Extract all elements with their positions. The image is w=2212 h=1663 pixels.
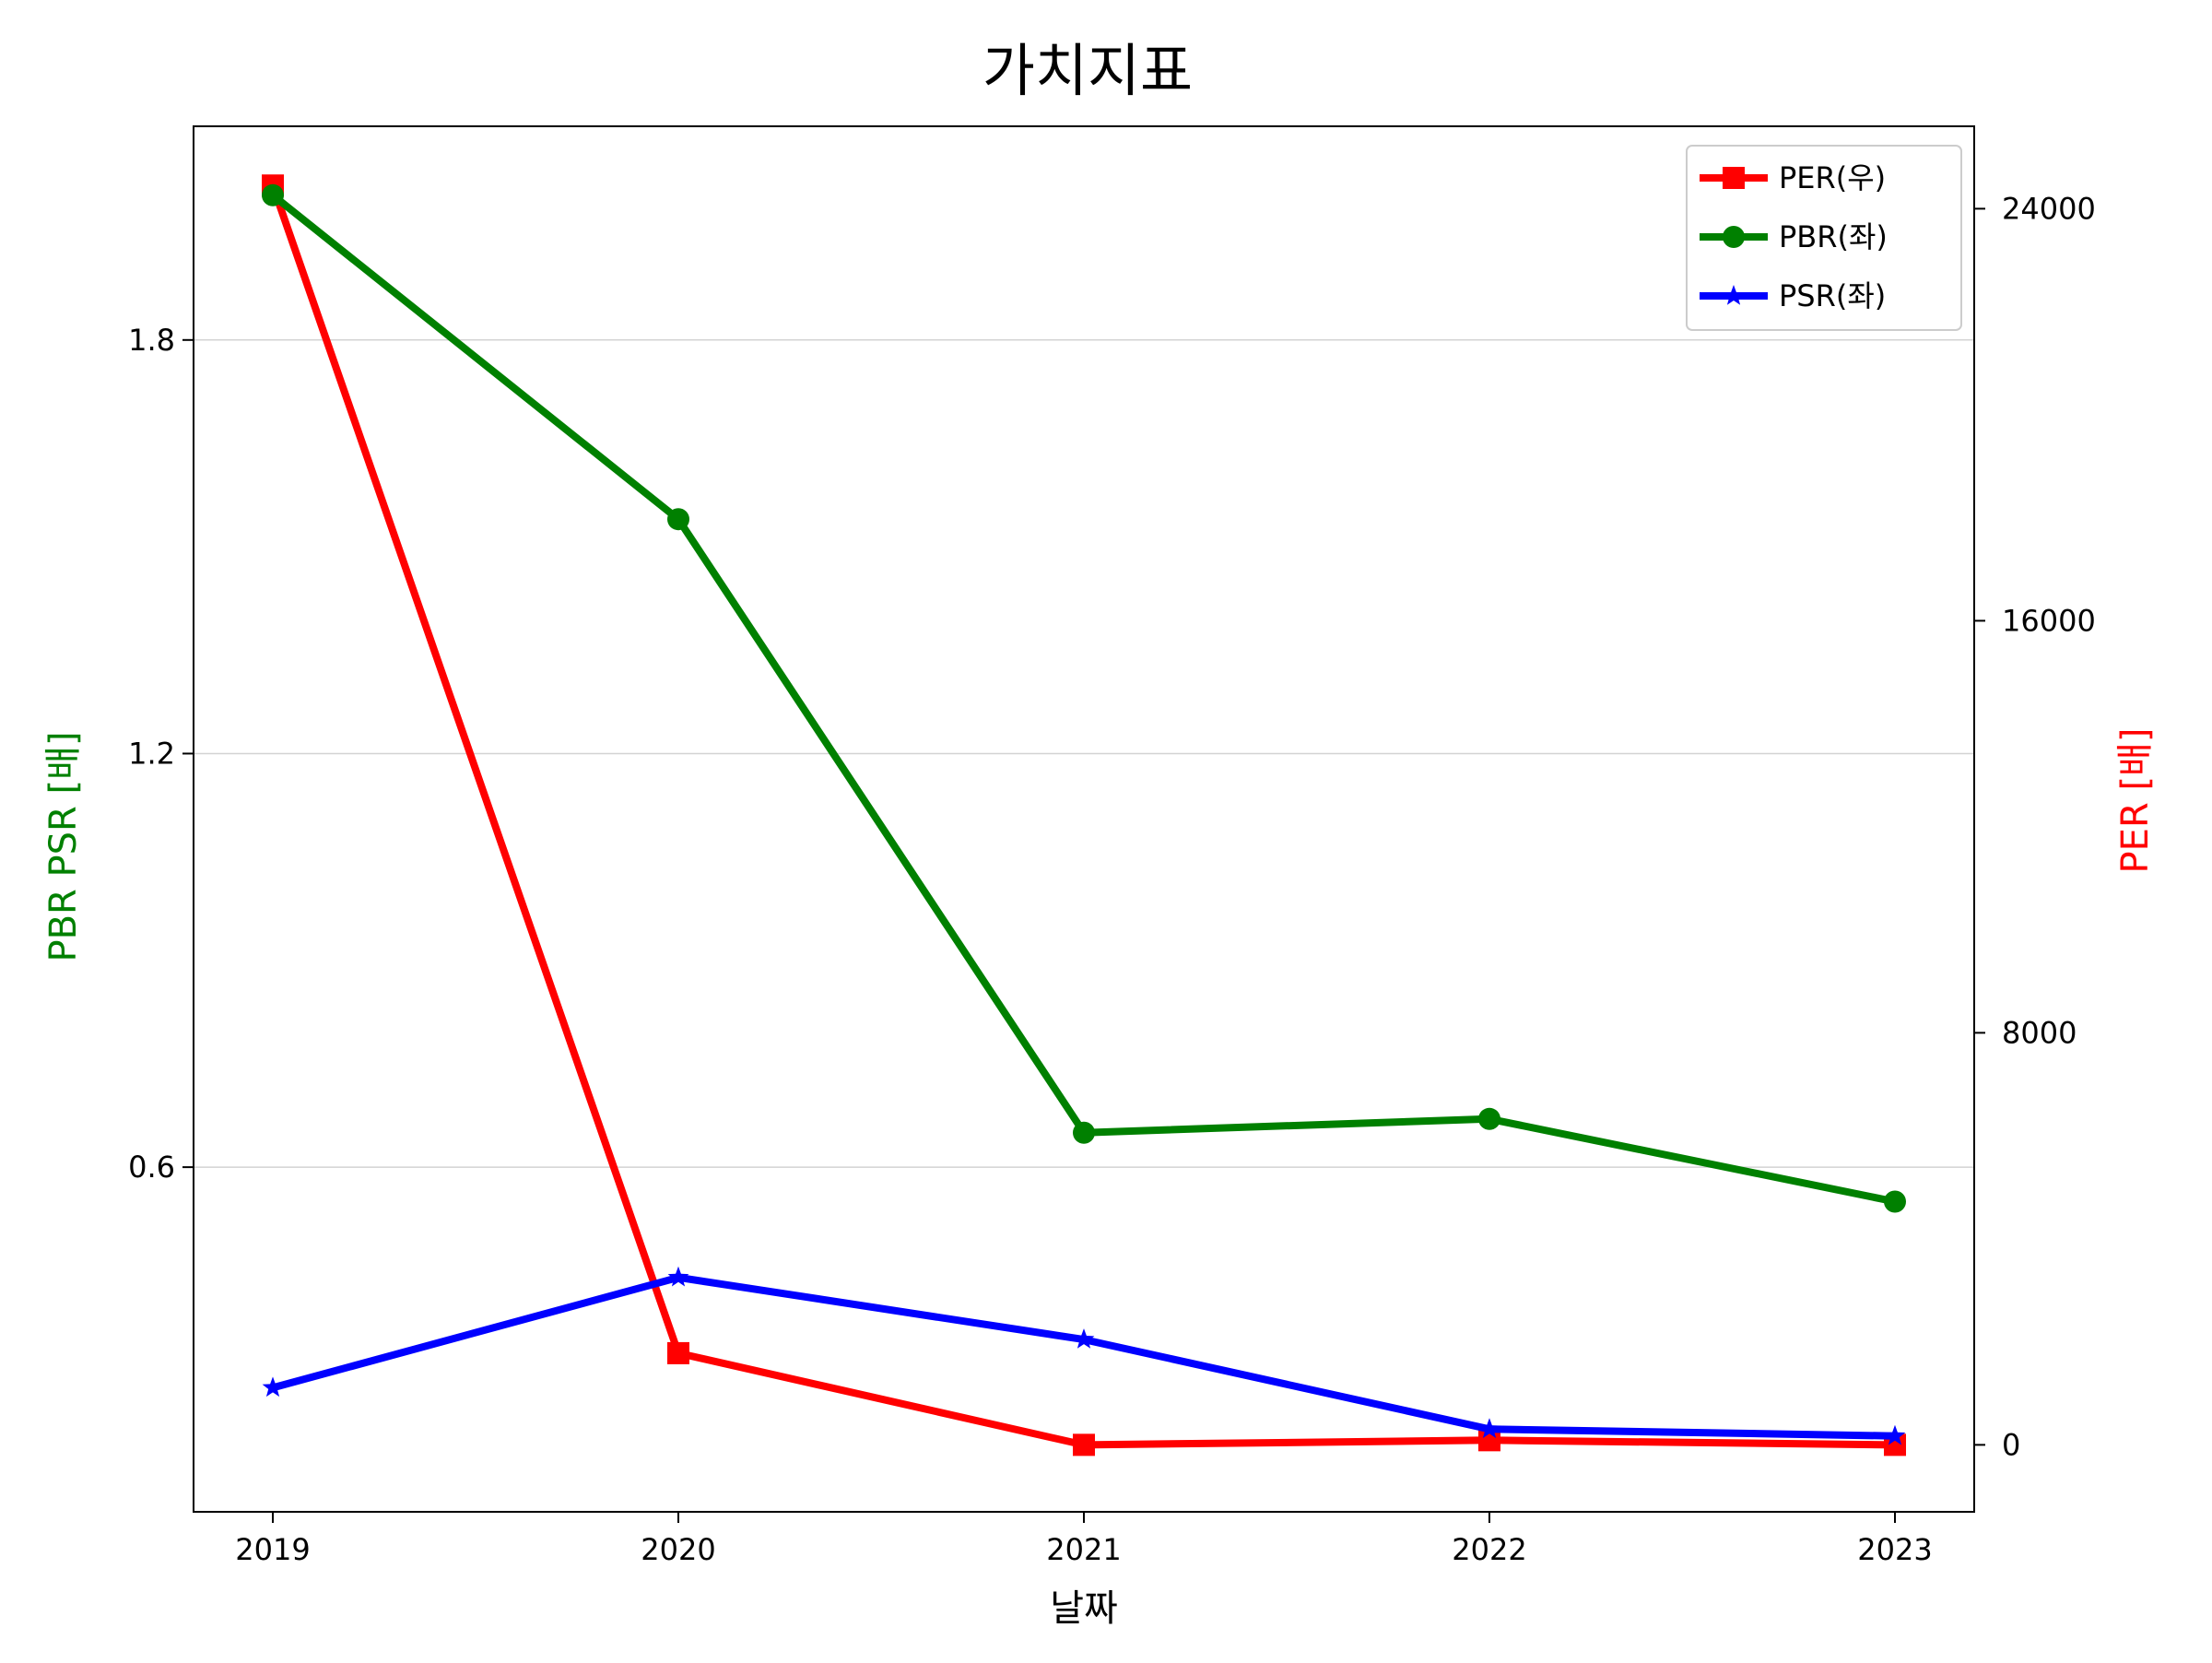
y-left-tick-label: 0.6 bbox=[128, 1150, 175, 1185]
legend-marker bbox=[1723, 167, 1745, 189]
data-point bbox=[667, 508, 689, 531]
x-tick-label: 2022 bbox=[1452, 1532, 1526, 1567]
series-line bbox=[270, 192, 1896, 1206]
x-tick-label: 2020 bbox=[641, 1532, 715, 1567]
legend-item: PSR(좌) bbox=[1700, 278, 1886, 313]
series-line bbox=[269, 183, 1896, 1449]
data-point bbox=[1073, 1121, 1095, 1144]
data-point bbox=[262, 1376, 284, 1398]
data-point bbox=[1884, 1190, 1906, 1213]
grid-lines bbox=[194, 339, 1974, 1168]
legend-marker bbox=[1723, 226, 1745, 248]
y-right-tick-label: 0 bbox=[2002, 1427, 2020, 1462]
data-point bbox=[1478, 1107, 1500, 1130]
y-left-tick-label: 1.2 bbox=[128, 736, 175, 771]
series-0 bbox=[262, 174, 1906, 1457]
y-axis-left-label: PBR PSR [배] bbox=[42, 731, 85, 961]
y-right-tick-label: 16000 bbox=[2002, 603, 2096, 638]
chart-title: 가치지표 bbox=[982, 37, 1193, 104]
data-point bbox=[667, 1341, 689, 1364]
data-point bbox=[262, 183, 284, 206]
legend-item: PER(우) bbox=[1700, 160, 1886, 195]
axis-ticks: 2019 2020 2021 2022 2023 0.6 1.2 1.8 0 8000 16000 2… bbox=[128, 191, 2096, 1567]
x-tick-label: 2019 bbox=[235, 1532, 310, 1567]
data-point bbox=[1884, 1424, 1906, 1445]
y-right-tick-label: 8000 bbox=[2002, 1015, 2077, 1050]
x-axis-label: 날짜 bbox=[1050, 1587, 1118, 1630]
plot-frame bbox=[193, 125, 1975, 1513]
series-1 bbox=[262, 183, 1906, 1213]
series-line bbox=[271, 1273, 1896, 1440]
y-right-tick-label: 24000 bbox=[2002, 191, 2096, 226]
data-point bbox=[1073, 1433, 1095, 1457]
y-left-tick-label: 1.8 bbox=[128, 323, 175, 358]
data-point bbox=[1073, 1328, 1095, 1349]
x-tick-label: 2021 bbox=[1046, 1532, 1121, 1567]
legend: PER(우) PBR(좌) PSR(좌) bbox=[1686, 145, 1962, 331]
legend-item: PBR(좌) bbox=[1700, 219, 1888, 254]
x-tick-label: 2023 bbox=[1857, 1532, 1932, 1567]
data-point bbox=[1478, 1418, 1500, 1438]
series-layer bbox=[262, 174, 1906, 1457]
series-2 bbox=[262, 1266, 1906, 1445]
legend-label: PBR(좌) bbox=[1779, 219, 1888, 254]
legend-marker bbox=[1723, 285, 1745, 305]
y-axis-right-label: PER [배] bbox=[2114, 728, 2157, 874]
legend-label: PSR(좌) bbox=[1779, 278, 1886, 313]
legend-label: PER(우) bbox=[1779, 160, 1886, 195]
legend-frame bbox=[1686, 145, 1962, 331]
data-point bbox=[667, 1266, 689, 1287]
